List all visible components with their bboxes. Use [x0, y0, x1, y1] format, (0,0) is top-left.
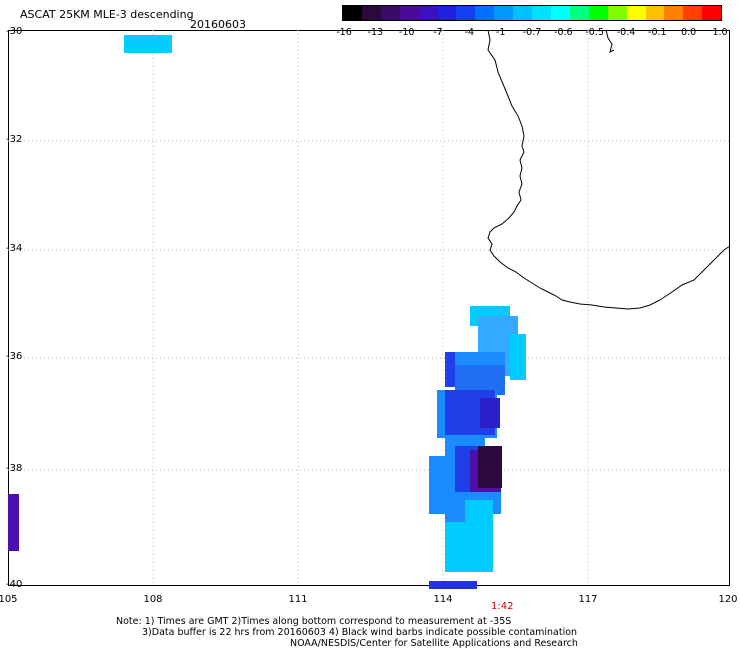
- colorbar: [342, 5, 722, 21]
- lat-label: -30: [6, 26, 23, 37]
- colorbar-tick-label: -0.4: [616, 27, 636, 38]
- map-title: ASCAT 25KM MLE-3 descending: [20, 8, 194, 21]
- colorbar-cell: [569, 6, 589, 20]
- colorbar-cell: [494, 6, 514, 20]
- map-frame: [8, 30, 730, 586]
- lon-label: 117: [578, 594, 598, 605]
- colorbar-cell: [418, 6, 438, 20]
- colorbar-tick-label: -0.7: [522, 27, 542, 38]
- note-line-3: NOAA/NESDIS/Center for Satellite Applica…: [290, 638, 578, 649]
- coastline: [487, 29, 731, 310]
- colorbar-cell: [683, 6, 703, 20]
- colorbar-cell: [607, 6, 627, 20]
- map-grid: [8, 30, 730, 586]
- colorbar-tick-label: -13: [367, 27, 384, 38]
- swath-cell: [429, 581, 477, 589]
- colorbar-cell: [532, 6, 551, 20]
- swath-cell: [480, 398, 500, 428]
- colorbar-tick-label: -7: [433, 27, 443, 38]
- lat-label: -38: [6, 463, 23, 474]
- colorbar-cell: [626, 6, 646, 20]
- lon-label: 114: [433, 594, 453, 605]
- data-swath: [8, 35, 526, 589]
- colorbar-cell: [702, 6, 722, 20]
- lon-label: 120: [718, 594, 738, 605]
- colorbar-tick-label: -10: [398, 27, 415, 38]
- colorbar-cell: [456, 6, 476, 20]
- coastline-estuary: [605, 29, 615, 53]
- swath-cell: [445, 500, 465, 522]
- colorbar-tick-label: 1.0: [712, 27, 728, 38]
- colorbar-tick-label: -0.6: [554, 27, 573, 38]
- note-line-1: Note: 1) Times are GMT 2)Times along bot…: [116, 616, 512, 627]
- lon-label: 108: [143, 594, 163, 605]
- colorbar-cell: [343, 6, 362, 20]
- time-marker: 1:42: [491, 601, 514, 612]
- lon-label: 105: [0, 594, 18, 605]
- lat-label: -40: [6, 579, 23, 590]
- map-date: 20160603: [190, 18, 246, 31]
- note-line-2: 3)Data buffer is 22 hrs from 20160603 4)…: [142, 627, 578, 638]
- lat-label: -36: [6, 351, 23, 362]
- colorbar-cell: [380, 6, 400, 20]
- swath-cell: [510, 334, 526, 380]
- colorbar-tick-label: 0.0: [681, 27, 697, 38]
- lat-label: -32: [6, 134, 23, 145]
- swath-cell: [124, 35, 172, 53]
- colorbar-tick-label: -0.5: [585, 27, 604, 38]
- colorbar-cell: [399, 6, 419, 20]
- colorbar-tick-label: -4: [464, 27, 475, 38]
- swath-cell: [8, 494, 19, 551]
- colorbar-cell: [664, 6, 684, 20]
- colorbar-tick-label: -1: [495, 27, 506, 38]
- colorbar-cell: [588, 6, 608, 20]
- colorbar-cell: [550, 6, 570, 20]
- colorbar-cell: [645, 6, 665, 20]
- colorbar-cell: [513, 6, 533, 20]
- colorbar-tick-label: -0.1: [648, 27, 667, 38]
- swath-cell: [478, 446, 502, 488]
- swath-cell: [445, 352, 455, 387]
- colorbar-cell: [437, 6, 457, 20]
- colorbar-tick-label: -16: [336, 27, 352, 38]
- colorbar-cell: [361, 6, 381, 20]
- lon-label: 111: [288, 594, 308, 605]
- colorbar-cell: [475, 6, 495, 20]
- lat-label: -34: [6, 243, 23, 254]
